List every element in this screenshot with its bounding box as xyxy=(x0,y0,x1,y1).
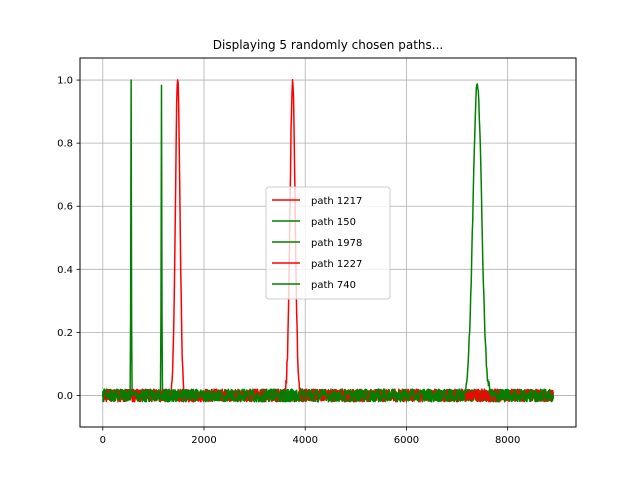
plot-frame xyxy=(79,57,577,428)
x-tick-label: 6000 xyxy=(394,435,419,446)
chart-title: Displaying 5 randomly chosen paths... xyxy=(213,38,443,52)
y-tick-label: 0.0 xyxy=(57,391,73,402)
x-axis: 0 2000 4000 6000 8000 xyxy=(100,427,520,446)
legend-label: path 1978 xyxy=(311,238,362,249)
legend-label: path 150 xyxy=(311,217,356,228)
legend-label: path 1227 xyxy=(311,259,362,270)
x-tick-label: 0 xyxy=(100,435,106,446)
y-tick-label: 0.2 xyxy=(57,328,73,339)
x-tick-label: 4000 xyxy=(292,435,317,446)
x-tick-label: 8000 xyxy=(495,435,520,446)
y-tick-label: 1.0 xyxy=(57,76,73,87)
y-tick-label: 0.6 xyxy=(57,202,73,213)
x-tick-label: 2000 xyxy=(191,435,216,446)
series-lines xyxy=(102,78,554,403)
y-tick-label: 0.8 xyxy=(57,139,73,150)
y-tick-label: 0.4 xyxy=(57,265,73,276)
series-line-path-740 xyxy=(102,83,554,403)
legend: path 1217 path 150 path 1978 path 1227 path … xyxy=(265,186,391,300)
legend-label: path 740 xyxy=(311,280,356,291)
legend-box xyxy=(265,186,391,300)
legend-label: path 1217 xyxy=(311,196,362,207)
y-axis: 0.0 0.2 0.4 0.6 0.8 1.0 xyxy=(57,76,80,402)
